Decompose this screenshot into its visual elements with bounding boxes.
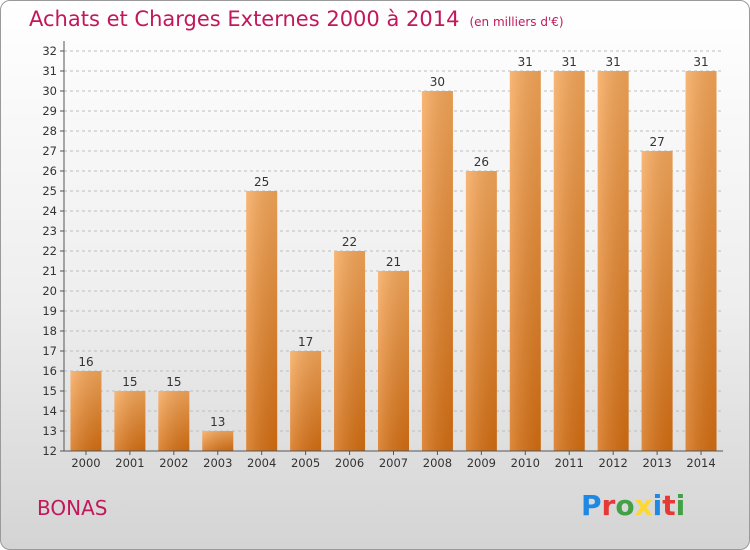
- x-tick-label: 2002: [159, 456, 188, 470]
- data-label: 13: [210, 415, 225, 429]
- bar-shade: [553, 71, 585, 451]
- bar-shade: [509, 71, 541, 451]
- y-tick-label: 17: [42, 344, 57, 358]
- bar-shade: [334, 251, 366, 451]
- y-tick-label: 16: [42, 364, 57, 378]
- bar-shade: [421, 91, 453, 451]
- y-tick-label: 30: [42, 84, 57, 98]
- x-tick-label: 2004: [247, 456, 276, 470]
- y-axis: 12 13 14 15 16 17 18 19 20 21 22 23 24 25 26 27 28 29 30 31…: [42, 41, 65, 458]
- y-tick-label: 32: [42, 44, 57, 58]
- x-tick-label: 2011: [555, 456, 584, 470]
- y-tick-label: 15: [42, 384, 57, 398]
- x-tick-label: 2009: [467, 456, 496, 470]
- bar-shade: [114, 391, 146, 451]
- y-tick-label: 29: [42, 104, 57, 118]
- y-tick-label: 31: [42, 64, 57, 78]
- y-tick-label: 23: [42, 224, 57, 238]
- y-tick-label: 13: [42, 424, 57, 438]
- logo-letter: r: [601, 489, 616, 522]
- bar-shade: [685, 71, 717, 451]
- data-label: 22: [342, 235, 357, 249]
- x-tick-label: 2000: [71, 456, 100, 470]
- bar-shade: [378, 271, 409, 451]
- bar-shade: [465, 171, 497, 451]
- logo-letter: o: [615, 489, 635, 522]
- data-label: 15: [166, 375, 181, 389]
- bars: 16 15 15 13 25 17 22 21 30 26 31 31 31 27 31: [70, 55, 717, 451]
- y-tick-label: 21: [42, 264, 57, 278]
- x-tick-label: 2006: [335, 456, 364, 470]
- y-tick-label: 28: [42, 124, 57, 138]
- logo-letter: x: [634, 489, 653, 522]
- data-label: 31: [693, 55, 708, 69]
- x-tick-label: 2012: [599, 456, 628, 470]
- bar-shade: [246, 191, 278, 451]
- x-tick-label: 2007: [379, 456, 408, 470]
- y-tick-label: 24: [42, 204, 57, 218]
- unit-label: (en milliers d'€): [469, 15, 564, 29]
- y-tick-label: 19: [42, 304, 57, 318]
- y-tick-label: 22: [42, 244, 57, 258]
- data-label: 30: [430, 75, 445, 89]
- chart-title: Achats et Charges Externes 2000 à 2014 (e…: [29, 7, 564, 31]
- data-label: 15: [122, 375, 137, 389]
- proxiti-logo[interactable]: Proxiti: [581, 489, 685, 522]
- x-axis: 2000 2001 2002 2003 2004 2005 2006 2007 2008 2009…: [64, 450, 723, 470]
- y-tick-label: 26: [42, 164, 57, 178]
- bar-shade: [70, 371, 102, 451]
- bar-shade: [290, 351, 322, 451]
- x-tick-label: 2008: [423, 456, 452, 470]
- data-label: 21: [386, 255, 401, 269]
- logo-letter: P: [581, 489, 602, 522]
- data-label: 27: [649, 135, 664, 149]
- data-label: 25: [254, 175, 269, 189]
- x-tick-label: 2005: [291, 456, 320, 470]
- title-text: Achats et Charges Externes 2000 à 2014: [29, 7, 460, 31]
- data-label: 26: [474, 155, 489, 169]
- x-tick-label: 2014: [686, 456, 715, 470]
- data-label: 31: [518, 55, 533, 69]
- bar-shade: [597, 71, 629, 451]
- y-tick-label: 25: [42, 184, 57, 198]
- y-tick-label: 12: [42, 444, 57, 458]
- y-tick-label: 18: [42, 324, 57, 338]
- x-tick-label: 2010: [511, 456, 540, 470]
- data-label: 31: [562, 55, 577, 69]
- x-tick-label: 2013: [642, 456, 671, 470]
- x-tick-label: 2001: [115, 456, 144, 470]
- data-label: 17: [298, 335, 313, 349]
- y-tick-label: 20: [42, 284, 57, 298]
- y-tick-label: 14: [42, 404, 57, 418]
- logo-letter: i: [652, 489, 663, 522]
- bar-shade: [641, 151, 673, 451]
- bar-shade: [158, 391, 190, 451]
- bar-shade: [202, 431, 234, 451]
- commune-name: BONAS: [37, 496, 108, 520]
- logo-letter: t: [662, 489, 676, 522]
- x-tick-label: 2003: [203, 456, 232, 470]
- data-label: 16: [78, 355, 93, 369]
- logo-letter: i: [675, 489, 686, 522]
- y-tick-label: 27: [42, 144, 57, 158]
- data-label: 31: [606, 55, 621, 69]
